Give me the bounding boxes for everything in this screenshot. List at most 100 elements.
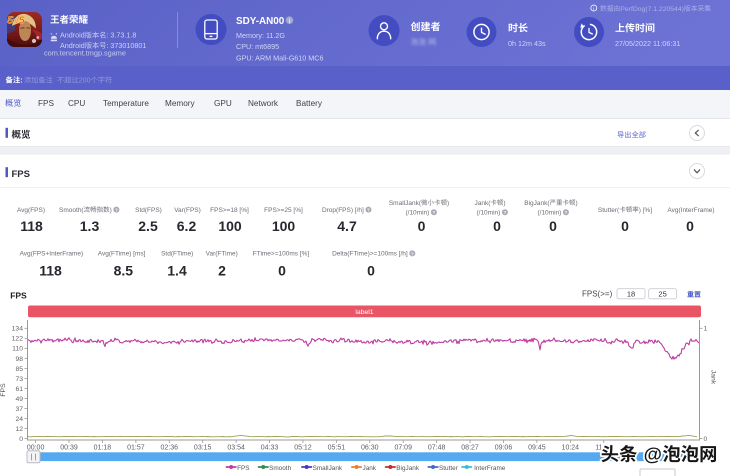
svg-text:FPS>=18 [%]: FPS>=18 [%] bbox=[210, 207, 249, 214]
svg-text:FPS: FPS bbox=[38, 99, 54, 108]
svg-text:Avg(FPS+InterFrame): Avg(FPS+InterFrame) bbox=[20, 251, 84, 258]
svg-text:Var(FTime): Var(FTime) bbox=[206, 251, 238, 258]
svg-text:06:30: 06:30 bbox=[361, 445, 379, 452]
svg-text:FPS: FPS bbox=[10, 290, 27, 300]
svg-text:Std(FTime): Std(FTime) bbox=[161, 251, 193, 258]
svg-text:03:54: 03:54 bbox=[227, 445, 245, 452]
svg-text:Network: Network bbox=[248, 99, 279, 108]
svg-text:12: 12 bbox=[15, 426, 23, 433]
svg-text:FPS: FPS bbox=[12, 169, 30, 180]
svg-text:SDY-AN00: SDY-AN00 bbox=[236, 16, 285, 27]
svg-text:) [%]: ) [%] bbox=[639, 207, 653, 214]
svg-text:GPU: ARM Mali-G610 MC6: GPU: ARM Mali-G610 MC6 bbox=[236, 54, 323, 63]
svg-text:FPS(>=): FPS(>=) bbox=[582, 290, 613, 299]
svg-text:Jank: Jank bbox=[710, 370, 717, 385]
svg-text:): ) bbox=[447, 200, 449, 207]
svg-text:03:15: 03:15 bbox=[194, 445, 212, 452]
svg-text:@: @ bbox=[644, 444, 662, 465]
svg-text:09:45: 09:45 bbox=[528, 445, 546, 452]
svg-text:com.tencent.tmgp.sgame: com.tencent.tmgp.sgame bbox=[44, 49, 126, 58]
svg-text:100: 100 bbox=[218, 218, 242, 234]
svg-text:Avg(InterFrame): Avg(InterFrame) bbox=[667, 207, 714, 214]
svg-text:FPS>=25 [%]: FPS>=25 [%] bbox=[264, 207, 303, 214]
svg-text:0: 0 bbox=[367, 262, 375, 278]
svg-text:Memory: Memory bbox=[165, 99, 195, 108]
svg-text:PerfDog(7.1.220544): PerfDog(7.1.220544) bbox=[620, 6, 683, 13]
svg-text:i: i bbox=[289, 18, 291, 25]
svg-text:2: 2 bbox=[218, 262, 226, 278]
svg-text:label1: label1 bbox=[355, 309, 373, 316]
svg-text:01:18: 01:18 bbox=[94, 445, 112, 452]
svg-text:(/10min): (/10min) bbox=[537, 210, 561, 217]
svg-text:00:00: 00:00 bbox=[27, 445, 45, 452]
svg-text:GPU: GPU bbox=[214, 99, 232, 108]
svg-text:InterFrame: InterFrame bbox=[474, 465, 506, 472]
svg-text:0: 0 bbox=[621, 218, 629, 234]
svg-text:1.3: 1.3 bbox=[80, 218, 100, 234]
svg-text:85: 85 bbox=[15, 366, 23, 373]
svg-text:05:51: 05:51 bbox=[328, 445, 346, 452]
svg-text:1.4: 1.4 bbox=[167, 262, 187, 278]
svg-text:: 3.73.1.8: : 3.73.1.8 bbox=[106, 31, 136, 40]
svg-text:CPU: mt6895: CPU: mt6895 bbox=[236, 42, 279, 51]
svg-text:?: ? bbox=[367, 207, 370, 212]
svg-text:10:24: 10:24 bbox=[562, 445, 580, 452]
svg-text:Stutter(: Stutter( bbox=[598, 207, 620, 214]
svg-text:Stutter: Stutter bbox=[439, 465, 459, 472]
svg-text:00:39: 00:39 bbox=[60, 445, 78, 452]
svg-text:07:09: 07:09 bbox=[394, 445, 412, 452]
svg-text:?: ? bbox=[564, 210, 567, 215]
svg-text:Avg(FTime) [ms]: Avg(FTime) [ms] bbox=[98, 251, 146, 258]
svg-text:18: 18 bbox=[627, 290, 635, 299]
svg-text:73: 73 bbox=[15, 376, 23, 383]
svg-text:FPS: FPS bbox=[0, 383, 7, 397]
svg-text:SmallJank: SmallJank bbox=[313, 465, 343, 472]
svg-text:Drop(FPS) [/h]: Drop(FPS) [/h] bbox=[322, 207, 364, 214]
svg-text:37: 37 bbox=[15, 406, 23, 413]
svg-text:6.2: 6.2 bbox=[177, 218, 197, 234]
svg-text:0: 0 bbox=[418, 218, 426, 234]
svg-text:FTime>=100ms [%]: FTime>=100ms [%] bbox=[253, 251, 310, 258]
svg-text:27/05/2022 11:06:31: 27/05/2022 11:06:31 bbox=[615, 39, 680, 48]
svg-text:0: 0 bbox=[493, 218, 501, 234]
svg-text:(/10min): (/10min) bbox=[405, 210, 429, 217]
svg-text:): ) bbox=[576, 200, 578, 207]
svg-text:0: 0 bbox=[686, 218, 694, 234]
svg-text:05:12: 05:12 bbox=[294, 445, 312, 452]
svg-text:24: 24 bbox=[15, 416, 23, 423]
svg-text:100: 100 bbox=[272, 218, 296, 234]
svg-text:49: 49 bbox=[15, 396, 23, 403]
svg-text:BigJank: BigJank bbox=[396, 465, 420, 472]
svg-text:?: ? bbox=[432, 210, 435, 215]
svg-text:CPU: CPU bbox=[68, 99, 85, 108]
svg-text:25: 25 bbox=[658, 290, 666, 299]
svg-text:09:06: 09:06 bbox=[495, 445, 513, 452]
svg-text:2.5: 2.5 bbox=[138, 218, 158, 234]
svg-text:0: 0 bbox=[19, 436, 23, 443]
svg-text:Jank(: Jank( bbox=[474, 200, 491, 207]
svg-text:FPS: FPS bbox=[237, 465, 249, 472]
svg-text:1: 1 bbox=[704, 326, 708, 333]
svg-text:SmallJank(: SmallJank( bbox=[389, 200, 422, 207]
svg-text:122: 122 bbox=[12, 336, 24, 343]
svg-text:0: 0 bbox=[704, 436, 708, 443]
svg-text:134: 134 bbox=[12, 326, 24, 333]
svg-text::: : bbox=[20, 76, 22, 85]
svg-text:01:57: 01:57 bbox=[127, 445, 145, 452]
svg-text:i: i bbox=[593, 6, 594, 12]
svg-text:04:33: 04:33 bbox=[261, 445, 279, 452]
svg-text:8.5: 8.5 bbox=[114, 262, 134, 278]
svg-text:Temperature: Temperature bbox=[103, 99, 149, 108]
svg-text:): ) bbox=[503, 200, 505, 207]
svg-text:0: 0 bbox=[278, 262, 286, 278]
svg-text:Delta(FTime)>=100ms [/h]: Delta(FTime)>=100ms [/h] bbox=[332, 251, 408, 258]
svg-text:Smooth: Smooth bbox=[269, 465, 291, 472]
svg-text:?: ? bbox=[411, 251, 414, 256]
svg-text:200: 200 bbox=[79, 76, 91, 85]
svg-text:): ) bbox=[110, 207, 112, 214]
svg-text:?: ? bbox=[115, 207, 118, 212]
svg-text:110: 110 bbox=[12, 346, 23, 353]
svg-text:(/10min): (/10min) bbox=[476, 210, 500, 217]
svg-text:Jank: Jank bbox=[363, 465, 377, 472]
svg-text:Std(FPS): Std(FPS) bbox=[135, 207, 162, 214]
